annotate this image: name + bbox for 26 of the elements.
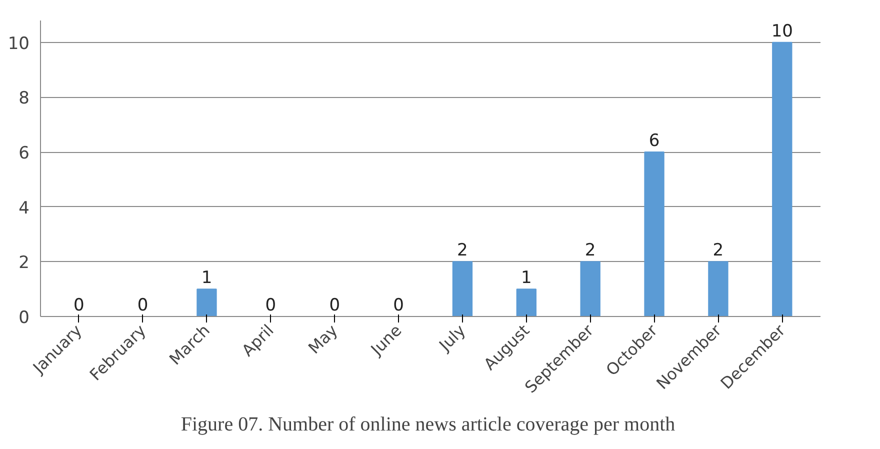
bar: [772, 42, 792, 316]
y-tick-label: 2: [18, 253, 30, 274]
bar: [580, 261, 600, 316]
data-label: 0: [137, 296, 148, 316]
bar: [708, 261, 728, 316]
data-label: 0: [393, 296, 404, 316]
data-label: 6: [648, 131, 660, 152]
bar: [196, 288, 217, 316]
data-label: 0: [73, 296, 84, 316]
data-label: 0: [265, 296, 276, 316]
data-label: 10: [771, 21, 793, 42]
data-label: 0: [329, 296, 340, 316]
data-label: 1: [520, 268, 532, 288]
y-tick-label: 0: [18, 308, 30, 328]
y-tick-label: 6: [18, 144, 30, 164]
data-label: 2: [584, 240, 596, 261]
text: Figure 07. Number of online news article coverage per month: [180, 414, 676, 436]
bar: [516, 288, 536, 316]
bar: [644, 152, 664, 316]
y-tick-label: 4: [18, 198, 30, 218]
y-tick-label: 8: [18, 88, 30, 109]
data-label: 1: [201, 268, 212, 288]
data-label: 2: [712, 240, 724, 261]
data-label: 2: [457, 240, 468, 261]
bar: [452, 261, 473, 316]
y-tick-label: 10: [8, 34, 30, 54]
